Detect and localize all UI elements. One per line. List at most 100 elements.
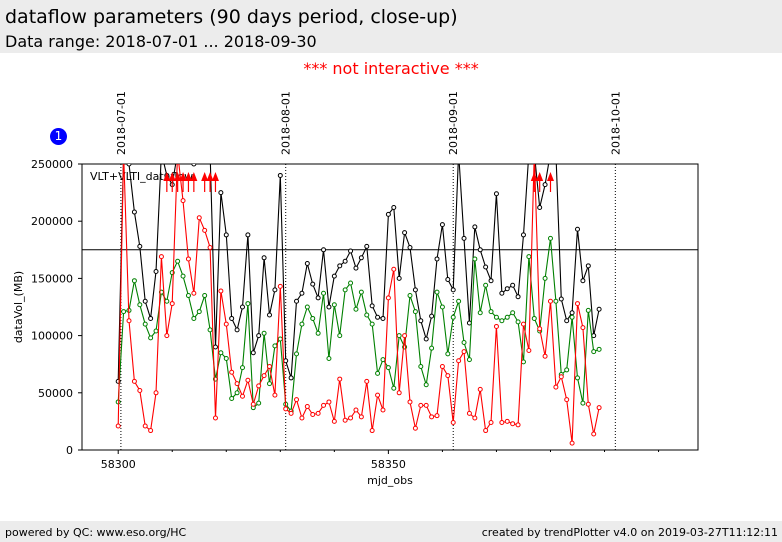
data-point (499, 318, 505, 324)
data-point (510, 421, 516, 427)
y-tick-label: 250000 (31, 158, 73, 171)
data-point (212, 344, 218, 350)
data-point (326, 399, 332, 405)
data-point (542, 182, 548, 188)
data-point (504, 314, 510, 320)
data-point (483, 282, 489, 288)
overflow-arrow-head (546, 172, 554, 181)
data-point (148, 335, 154, 341)
data-point (418, 402, 424, 408)
data-point (267, 312, 273, 318)
data-point (272, 287, 278, 293)
data-point (439, 363, 445, 369)
data-point (450, 287, 456, 293)
data-point (569, 310, 575, 316)
data-point (445, 277, 451, 283)
data-point (208, 151, 212, 155)
data-point (164, 298, 170, 304)
data-point (477, 247, 483, 253)
data-point (483, 264, 489, 270)
data-point (569, 314, 575, 320)
overflow-arrow-head (206, 172, 214, 181)
data-point (153, 269, 159, 275)
data-point (434, 256, 440, 262)
data-point (472, 224, 478, 230)
data-point (558, 374, 564, 380)
data-point (375, 370, 381, 376)
data-point (283, 406, 289, 412)
series-group (115, 151, 602, 446)
data-point (277, 172, 283, 178)
data-point (137, 302, 143, 308)
data-point (580, 400, 586, 406)
data-point (337, 333, 343, 339)
data-point (137, 243, 143, 249)
data-point (245, 301, 251, 307)
data-range: Data range: 2018-07-01 ... 2018-09-30 (5, 32, 317, 51)
data-point (310, 315, 316, 321)
data-point (488, 278, 494, 284)
data-point (180, 273, 186, 279)
data-point (396, 333, 402, 339)
date-marker-label: 2018-08-01 (280, 91, 293, 155)
data-point (380, 315, 386, 321)
data-point (250, 350, 256, 356)
data-point (348, 280, 354, 286)
data-point (547, 298, 553, 304)
data-point (277, 336, 283, 342)
data-point (331, 302, 337, 308)
data-point (342, 258, 348, 264)
data-point (159, 151, 163, 155)
data-point (229, 369, 235, 375)
data-point (412, 287, 418, 293)
data-point (564, 367, 570, 373)
data-point (353, 306, 359, 312)
data-point (542, 353, 548, 359)
y-tick-label: 50000 (38, 387, 73, 400)
data-point (450, 314, 456, 320)
data-point (429, 345, 435, 351)
data-point (585, 263, 591, 269)
data-point (176, 151, 180, 155)
data-point (196, 215, 202, 221)
data-point (283, 358, 289, 364)
data-point (537, 326, 543, 332)
data-point (250, 401, 256, 407)
data-point (554, 151, 558, 155)
data-point (202, 293, 208, 299)
data-point (456, 358, 462, 364)
data-point (239, 304, 245, 310)
data-point (396, 390, 402, 396)
data-point (564, 318, 570, 324)
data-point (527, 151, 531, 155)
data-point (223, 321, 229, 327)
data-point (202, 227, 208, 233)
data-point (580, 325, 586, 331)
data-point (456, 298, 462, 304)
data-point (203, 151, 207, 155)
data-point (267, 381, 273, 387)
data-point (461, 349, 467, 355)
overflow-arrow-head (179, 172, 187, 181)
series-line (117, 164, 600, 444)
data-point (526, 347, 532, 353)
data-point (585, 307, 591, 313)
data-point (434, 413, 440, 419)
data-point (304, 304, 310, 310)
data-point (277, 283, 283, 289)
data-point (175, 258, 181, 264)
header-bar: dataflow parameters (90 days period, clo… (0, 0, 782, 53)
data-point (299, 321, 305, 327)
data-point (488, 420, 494, 426)
data-point (272, 343, 278, 349)
data-point (504, 418, 510, 424)
data-point (197, 151, 201, 155)
plot-frame (81, 163, 699, 451)
series-line (117, 164, 600, 382)
data-point (369, 303, 375, 309)
data-point (121, 309, 127, 315)
data-point (375, 314, 381, 320)
data-point (391, 266, 397, 272)
data-point (131, 209, 137, 215)
data-point (358, 255, 364, 261)
